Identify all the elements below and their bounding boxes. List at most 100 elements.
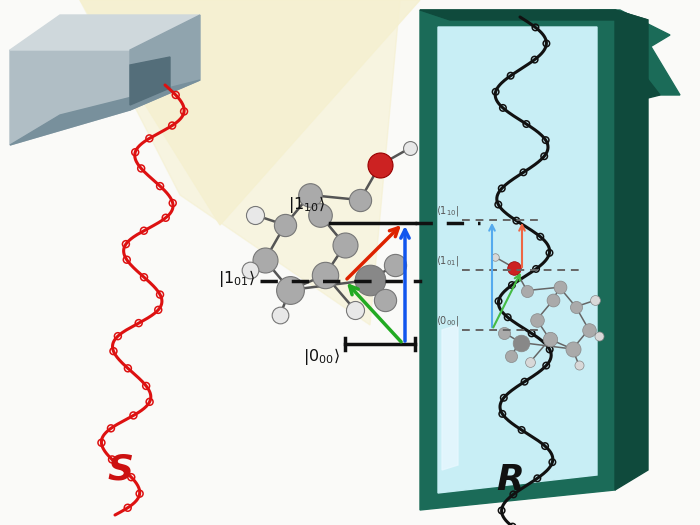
Point (516, 426, 527, 434)
Point (544, 335, 555, 343)
Polygon shape (80, 0, 420, 225)
Point (354, 196, 365, 204)
Point (496, 184, 507, 193)
Point (511, 216, 522, 225)
Point (379, 296, 391, 304)
Point (490, 88, 501, 96)
Point (547, 296, 559, 304)
Point (130, 148, 141, 156)
Point (244, 266, 256, 274)
Point (126, 473, 137, 481)
Point (489, 253, 500, 261)
Polygon shape (10, 80, 200, 145)
Point (531, 316, 542, 324)
Polygon shape (130, 57, 170, 105)
Point (139, 273, 150, 281)
Point (508, 490, 519, 499)
Point (497, 104, 508, 112)
Point (167, 121, 178, 130)
Text: $|1_{01}\rangle$: $|1_{01}\rangle$ (218, 268, 255, 289)
Point (178, 107, 190, 116)
Point (134, 489, 145, 498)
Polygon shape (80, 0, 400, 325)
Point (493, 297, 504, 306)
Point (349, 306, 360, 314)
Point (530, 23, 541, 32)
Text: $|1_{10}\rangle$: $|1_{10}\rangle$ (288, 194, 325, 215)
Point (153, 306, 164, 314)
Point (144, 397, 155, 406)
Point (529, 56, 540, 64)
Polygon shape (442, 325, 458, 470)
Point (532, 474, 543, 482)
Point (106, 455, 118, 464)
Polygon shape (420, 10, 648, 20)
Point (541, 39, 552, 48)
Point (493, 201, 504, 209)
Point (120, 240, 132, 248)
Point (505, 351, 517, 360)
Point (374, 161, 386, 169)
Point (136, 164, 147, 173)
Point (155, 290, 166, 299)
Point (506, 281, 517, 289)
Point (260, 256, 271, 264)
Point (340, 241, 351, 249)
Point (108, 347, 119, 355)
Point (365, 276, 376, 284)
Polygon shape (615, 10, 648, 490)
Point (314, 211, 326, 219)
Point (133, 319, 144, 327)
Point (141, 382, 152, 390)
Point (389, 261, 400, 269)
Point (583, 326, 594, 334)
Point (508, 264, 519, 272)
Point (522, 286, 533, 295)
Point (540, 361, 552, 370)
Point (498, 394, 510, 402)
Point (496, 506, 507, 514)
Point (155, 182, 166, 191)
Point (249, 211, 260, 219)
Text: $|0_{00}\rangle$: $|0_{00}\rangle$ (303, 346, 340, 367)
Point (593, 332, 604, 340)
Point (521, 120, 532, 128)
Point (96, 438, 107, 447)
Polygon shape (590, 10, 670, 47)
Point (167, 199, 178, 207)
Point (540, 442, 551, 450)
Point (507, 522, 518, 525)
Polygon shape (595, 20, 680, 95)
Point (589, 296, 601, 304)
Point (128, 411, 139, 419)
Point (531, 265, 542, 273)
Point (540, 136, 552, 144)
Point (502, 313, 513, 321)
Text: $\langle 0_{00}|$: $\langle 0_{00}|$ (436, 314, 459, 328)
Point (567, 345, 578, 353)
Point (112, 332, 123, 340)
Point (505, 71, 516, 80)
Text: S: S (107, 453, 133, 487)
Polygon shape (130, 15, 200, 110)
Point (122, 364, 134, 373)
Point (518, 168, 529, 176)
Point (121, 256, 132, 264)
Point (515, 338, 526, 347)
Point (284, 286, 295, 294)
Point (554, 283, 565, 291)
Point (535, 233, 546, 241)
Point (139, 226, 150, 235)
Point (544, 345, 555, 354)
Polygon shape (595, 35, 660, 100)
Point (538, 152, 550, 161)
Point (573, 361, 584, 370)
Text: R: R (496, 463, 524, 497)
Point (106, 424, 117, 433)
Point (274, 311, 286, 319)
Point (170, 91, 181, 99)
Point (547, 458, 558, 466)
Point (519, 377, 530, 386)
Point (526, 329, 537, 338)
Point (544, 249, 555, 257)
